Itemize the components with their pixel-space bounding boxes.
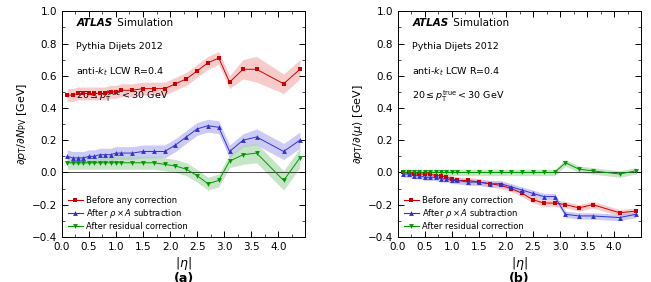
Text: anti-$k_t$ LCW R=0.4: anti-$k_t$ LCW R=0.4 — [76, 65, 165, 78]
Text: Simulation: Simulation — [114, 18, 173, 28]
Text: (b): (b) — [509, 272, 530, 282]
X-axis label: $|\eta|$: $|\eta|$ — [511, 255, 528, 272]
Y-axis label: $\partial p_\mathrm{T}/\partial N_\mathrm{PV}$ [GeV]: $\partial p_\mathrm{T}/\partial N_\mathr… — [15, 83, 29, 165]
X-axis label: $|\eta|$: $|\eta|$ — [175, 255, 192, 272]
Y-axis label: $\partial p_\mathrm{T}/\partial\langle\mu\rangle$ [GeV]: $\partial p_\mathrm{T}/\partial\langle\m… — [351, 84, 365, 164]
Text: ATLAS: ATLAS — [76, 18, 113, 28]
Legend: Before any correction, After $\rho\times A$ subtraction, After residual correcti: Before any correction, After $\rho\times… — [66, 194, 189, 233]
Text: $20 \leq p_\mathrm{T}^\mathrm{true} < 30$ GeV: $20 \leq p_\mathrm{T}^\mathrm{true} < 30… — [412, 89, 505, 104]
Text: Pythia Dijets 2012: Pythia Dijets 2012 — [412, 42, 499, 51]
Text: (a): (a) — [173, 272, 194, 282]
Text: anti-$k_t$ LCW R=0.4: anti-$k_t$ LCW R=0.4 — [412, 65, 501, 78]
Legend: Before any correction, After $\rho\times A$ subtraction, After residual correcti: Before any correction, After $\rho\times… — [402, 194, 525, 233]
Text: Pythia Dijets 2012: Pythia Dijets 2012 — [76, 42, 163, 51]
Text: $20 \leq p_\mathrm{T}^\mathrm{true} < 30$ GeV: $20 \leq p_\mathrm{T}^\mathrm{true} < 30… — [76, 89, 169, 104]
Text: Simulation: Simulation — [450, 18, 509, 28]
Text: ATLAS: ATLAS — [412, 18, 449, 28]
